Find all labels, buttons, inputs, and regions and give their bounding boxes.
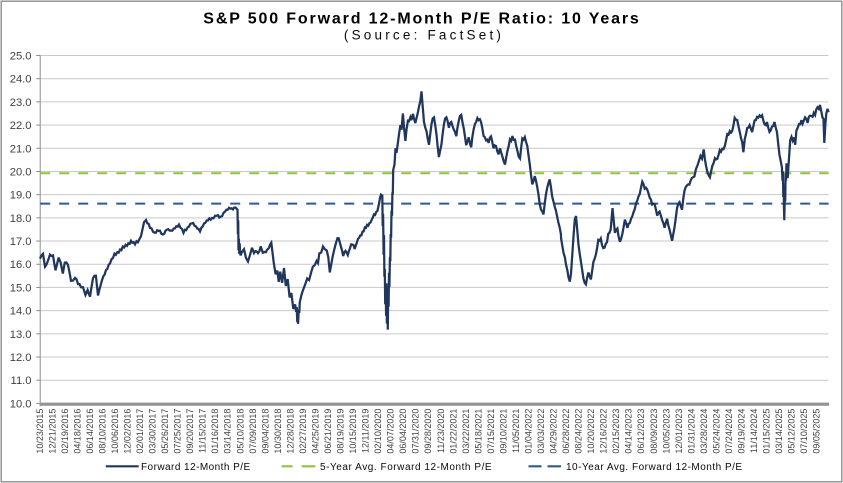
svg-text:18.0: 18.0 bbox=[10, 213, 32, 225]
svg-text:25.0: 25.0 bbox=[10, 51, 32, 63]
svg-text:12/16/2022: 12/16/2022 bbox=[599, 409, 609, 454]
svg-text:12/01/2023: 12/01/2023 bbox=[674, 409, 684, 454]
svg-text:12/28/2018: 12/28/2018 bbox=[285, 409, 295, 454]
svg-text:07/31/2020: 07/31/2020 bbox=[411, 409, 421, 454]
svg-text:10/05/2023: 10/05/2023 bbox=[661, 409, 671, 454]
svg-text:10/30/2018: 10/30/2018 bbox=[273, 409, 283, 454]
svg-text:07/09/2018: 07/09/2018 bbox=[248, 409, 258, 454]
svg-text:03/30/2017: 03/30/2017 bbox=[148, 409, 158, 454]
svg-text:21.0: 21.0 bbox=[10, 143, 32, 155]
svg-text:09/28/2020: 09/28/2020 bbox=[423, 409, 433, 454]
svg-text:03/14/2018: 03/14/2018 bbox=[223, 409, 233, 454]
svg-text:24.0: 24.0 bbox=[10, 74, 32, 86]
svg-text:03/22/2021: 03/22/2021 bbox=[461, 409, 471, 454]
svg-text:05/24/2024: 05/24/2024 bbox=[711, 409, 721, 454]
svg-text:05/26/2017: 05/26/2017 bbox=[160, 409, 170, 454]
svg-text:11/14/2024: 11/14/2024 bbox=[749, 409, 759, 453]
svg-text:11/15/2017: 11/15/2017 bbox=[198, 409, 208, 453]
svg-text:12/21/2015: 12/21/2015 bbox=[47, 409, 57, 454]
svg-text:08/24/2022: 08/24/2022 bbox=[574, 409, 584, 454]
svg-text:5-Year Avg. Forward 12-Month P: 5-Year Avg. Forward 12-Month P/E bbox=[320, 462, 492, 473]
svg-text:12.0: 12.0 bbox=[10, 352, 32, 364]
svg-text:08/09/2023: 08/09/2023 bbox=[649, 409, 659, 454]
svg-text:01/04/2022: 01/04/2022 bbox=[524, 409, 534, 454]
svg-text:04/18/2016: 04/18/2016 bbox=[72, 409, 82, 454]
svg-text:11/23/2020: 11/23/2020 bbox=[436, 409, 446, 453]
svg-text:05/10/2018: 05/10/2018 bbox=[235, 409, 245, 454]
svg-text:12/02/2016: 12/02/2016 bbox=[123, 409, 133, 454]
svg-text:10/23/2015: 10/23/2015 bbox=[35, 409, 45, 454]
svg-text:07/24/2024: 07/24/2024 bbox=[724, 409, 734, 454]
svg-text:11.0: 11.0 bbox=[11, 375, 32, 387]
svg-text:06/14/2016: 06/14/2016 bbox=[85, 409, 95, 454]
svg-text:04/14/2023: 04/14/2023 bbox=[624, 409, 634, 454]
svg-text:07/25/2017: 07/25/2017 bbox=[173, 409, 183, 454]
svg-text:16.0: 16.0 bbox=[10, 259, 32, 271]
svg-text:02/01/2017: 02/01/2017 bbox=[135, 409, 145, 454]
svg-text:05/18/2021: 05/18/2021 bbox=[473, 409, 483, 454]
svg-text:13.0: 13.0 bbox=[10, 329, 32, 341]
svg-text:20.0: 20.0 bbox=[10, 166, 32, 178]
svg-text:01/22/2021: 01/22/2021 bbox=[448, 409, 458, 454]
svg-text:02/15/2023: 02/15/2023 bbox=[611, 409, 621, 454]
svg-text:06/12/2023: 06/12/2023 bbox=[636, 409, 646, 454]
svg-text:03/03/2022: 03/03/2022 bbox=[536, 409, 546, 454]
svg-text:Forward 12-Month P/E: Forward 12-Month P/E bbox=[141, 462, 251, 473]
svg-text:(Source: FactSet): (Source: FactSet) bbox=[344, 27, 504, 42]
svg-text:09/20/2017: 09/20/2017 bbox=[185, 409, 195, 454]
svg-text:03/28/2024: 03/28/2024 bbox=[699, 409, 709, 454]
svg-text:09/04/2018: 09/04/2018 bbox=[260, 409, 270, 454]
svg-text:01/15/2025: 01/15/2025 bbox=[762, 409, 772, 454]
svg-text:02/10/2020: 02/10/2020 bbox=[373, 409, 383, 454]
svg-text:02/19/2016: 02/19/2016 bbox=[60, 409, 70, 454]
svg-text:06/21/2019: 06/21/2019 bbox=[323, 409, 333, 454]
svg-text:23.0: 23.0 bbox=[10, 97, 32, 109]
svg-text:02/27/2019: 02/27/2019 bbox=[298, 409, 308, 454]
svg-text:10-Year Avg. Forward 12-Month: 10-Year Avg. Forward 12-Month P/E bbox=[566, 462, 743, 473]
svg-text:15.0: 15.0 bbox=[10, 282, 32, 294]
svg-text:06/04/2020: 06/04/2020 bbox=[398, 409, 408, 454]
svg-text:08/19/2019: 08/19/2019 bbox=[336, 409, 346, 454]
svg-text:17.0: 17.0 bbox=[10, 236, 32, 248]
svg-text:10/20/2022: 10/20/2022 bbox=[586, 409, 596, 454]
svg-text:06/28/2022: 06/28/2022 bbox=[561, 409, 571, 454]
svg-text:14.0: 14.0 bbox=[10, 306, 32, 318]
svg-text:10/15/2019: 10/15/2019 bbox=[348, 409, 358, 454]
svg-text:04/29/2022: 04/29/2022 bbox=[549, 409, 559, 454]
svg-text:10/06/2016: 10/06/2016 bbox=[110, 409, 120, 454]
svg-text:07/10/2025: 07/10/2025 bbox=[799, 409, 809, 454]
svg-text:12/11/2019: 12/11/2019 bbox=[361, 409, 371, 453]
svg-text:22.0: 22.0 bbox=[10, 120, 32, 132]
svg-text:01/31/2024: 01/31/2024 bbox=[686, 409, 696, 454]
svg-text:03/14/2025: 03/14/2025 bbox=[774, 409, 784, 454]
svg-text:01/16/2018: 01/16/2018 bbox=[210, 409, 220, 454]
svg-text:07/15/2021: 07/15/2021 bbox=[486, 409, 496, 454]
svg-text:08/10/2016: 08/10/2016 bbox=[98, 409, 108, 454]
svg-text:09/05/2025: 09/05/2025 bbox=[812, 409, 822, 454]
svg-text:09/10/2021: 09/10/2021 bbox=[498, 409, 508, 454]
svg-text:10.0: 10.0 bbox=[10, 398, 32, 410]
svg-text:04/07/2020: 04/07/2020 bbox=[386, 409, 396, 454]
svg-text:04/25/2019: 04/25/2019 bbox=[311, 409, 321, 454]
svg-text:11/05/2021: 11/05/2021 bbox=[511, 409, 521, 453]
svg-text:09/19/2024: 09/19/2024 bbox=[737, 409, 747, 454]
svg-text:S&P 500 Forward 12-Month P/E R: S&P 500 Forward 12-Month P/E Ratio: 10 Y… bbox=[203, 10, 640, 27]
svg-text:05/12/2025: 05/12/2025 bbox=[787, 409, 797, 454]
svg-text:19.0: 19.0 bbox=[10, 190, 32, 202]
